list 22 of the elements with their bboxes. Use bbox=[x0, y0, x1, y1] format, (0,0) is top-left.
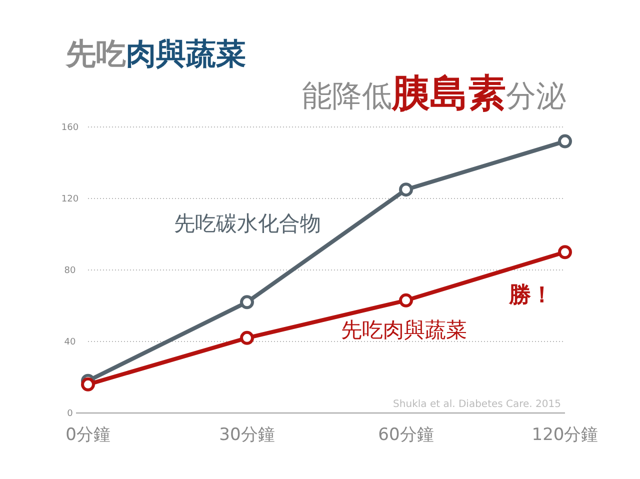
point bbox=[558, 134, 572, 148]
x-tick-label: 120分鐘 bbox=[532, 425, 598, 445]
x-tick-label: 0分鐘 bbox=[66, 425, 110, 445]
series-label: 先吃肉與蔬菜 bbox=[340, 318, 467, 342]
chart-title: 先吃肉與蔬菜 bbox=[65, 37, 246, 72]
x-tick-label: 60分鐘 bbox=[378, 425, 434, 445]
annotation: 勝！ bbox=[508, 283, 553, 308]
x-tick-label: 30分鐘 bbox=[219, 425, 275, 445]
point bbox=[240, 295, 254, 310]
point bbox=[399, 293, 413, 308]
point bbox=[399, 182, 413, 197]
point bbox=[81, 377, 95, 392]
y-tick-label: 160 bbox=[61, 123, 79, 134]
y-tick-label: 40 bbox=[64, 338, 76, 348]
chart-subtitle: 能降低胰島素分泌 bbox=[302, 71, 566, 115]
y-tick-label: 80 bbox=[64, 266, 76, 276]
annotation: Shukla et al. Diabetes Care. 2015 bbox=[393, 399, 561, 410]
y-tick-label: 0 bbox=[67, 409, 74, 420]
y-tick-label: 120 bbox=[61, 194, 79, 205]
series-label: 先吃碳水化合物 bbox=[174, 211, 321, 236]
point bbox=[558, 245, 572, 260]
point bbox=[240, 330, 254, 345]
